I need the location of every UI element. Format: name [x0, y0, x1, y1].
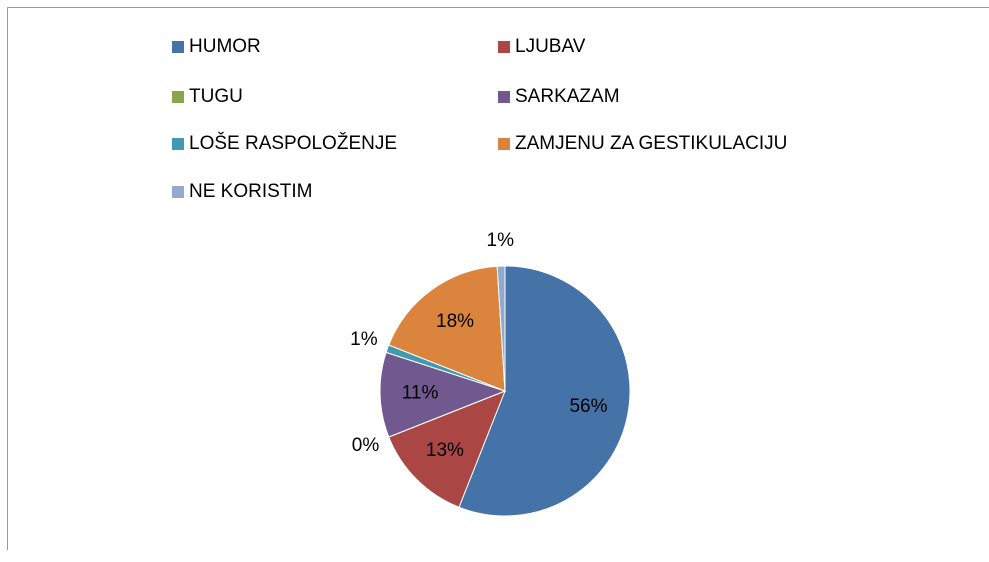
legend-swatch	[498, 91, 510, 103]
legend-swatch	[172, 186, 184, 198]
data-label: 1%	[487, 230, 515, 251]
pie-slice	[388, 265, 506, 392]
data-label: 18%	[436, 311, 474, 332]
data-label: 13%	[426, 440, 464, 461]
legend-swatch	[498, 138, 510, 150]
legend-label: HUMOR	[189, 36, 261, 57]
data-label: 0%	[352, 435, 380, 456]
pie-slice	[496, 265, 506, 392]
legend-label: ZAMJENU ZA GESTIKULACIJU	[515, 133, 787, 154]
pie-slice	[388, 390, 506, 508]
data-label: 56%	[569, 396, 607, 417]
pie-slice	[458, 265, 631, 517]
legend-label: SARKAZAM	[515, 86, 620, 107]
legend-swatch	[172, 138, 184, 150]
legend-swatch	[172, 91, 184, 103]
legend-swatch	[498, 41, 510, 53]
legend-label: NE KORISTIM	[189, 181, 313, 202]
legend-label: TUGU	[189, 86, 243, 107]
legend-label: LJUBAV	[515, 36, 586, 57]
data-label: 1%	[350, 329, 378, 350]
legend-swatch	[172, 41, 184, 53]
legend-label: LOŠE RASPOLOŽENJE	[189, 132, 397, 154]
pie-slice	[379, 351, 507, 438]
data-label: 11%	[402, 383, 439, 404]
